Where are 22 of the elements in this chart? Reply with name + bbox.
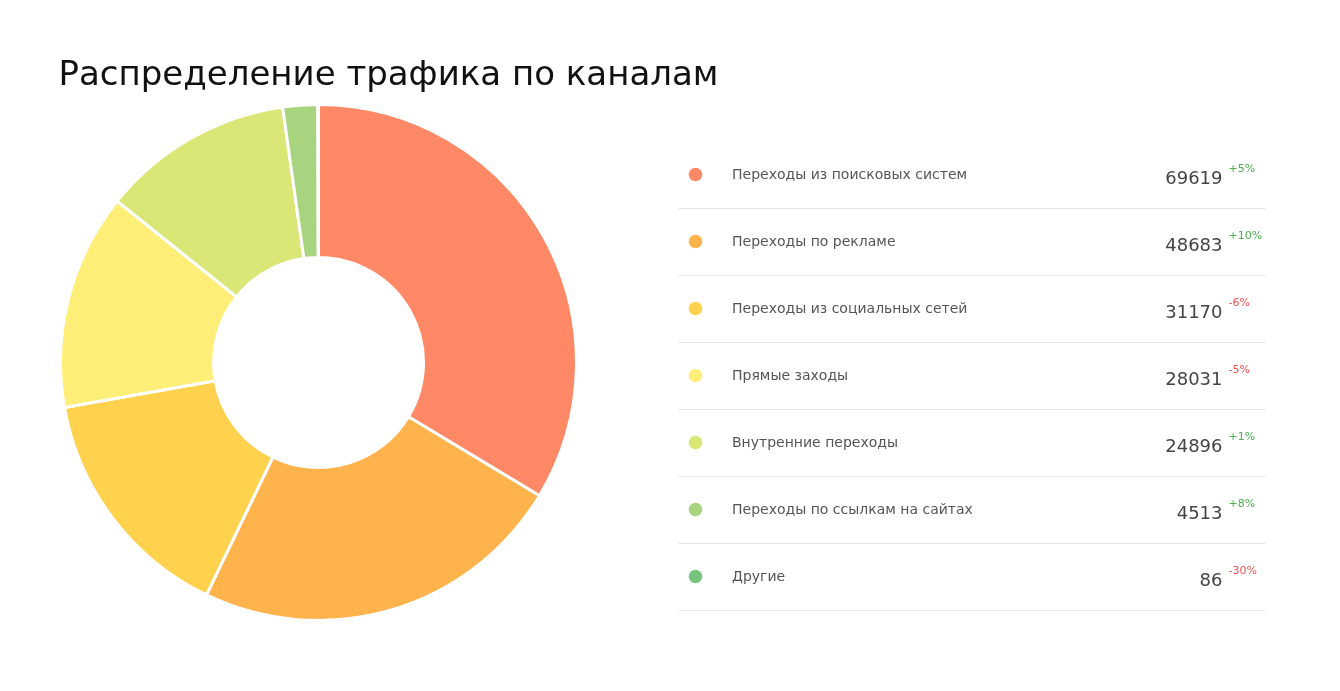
data-label: 4513 (1176, 502, 1223, 523)
legend-label: Переходы по ссылкам на сайтах (732, 500, 973, 519)
data-label: 69619 (1165, 167, 1223, 188)
legend-label: Переходы из социальных сетей (732, 299, 968, 318)
text: +1% (1228, 430, 1256, 443)
legend-label: Другие (732, 567, 786, 586)
legend-label: Внутренние переходы (732, 433, 899, 452)
chart-title: Распределение трафика по каналам (58, 52, 719, 93)
data-label: 28031 (1165, 368, 1223, 389)
legend-label: Переходы по рекламе (732, 232, 896, 251)
text: -30% (1228, 564, 1257, 577)
text: +8% (1228, 497, 1256, 510)
data-label: 31170 (1165, 301, 1223, 322)
data-label: 86 (1199, 569, 1223, 590)
text: -5% (1228, 363, 1250, 376)
text: +10% (1228, 229, 1263, 242)
data-label: 24896 (1165, 435, 1223, 456)
legend-label: Прямые заходы (732, 366, 849, 385)
text: -6% (1228, 296, 1250, 309)
text: +5% (1228, 162, 1256, 175)
legend-label: Переходы из поисковых систем (732, 165, 968, 184)
data-label: 48683 (1165, 234, 1223, 255)
